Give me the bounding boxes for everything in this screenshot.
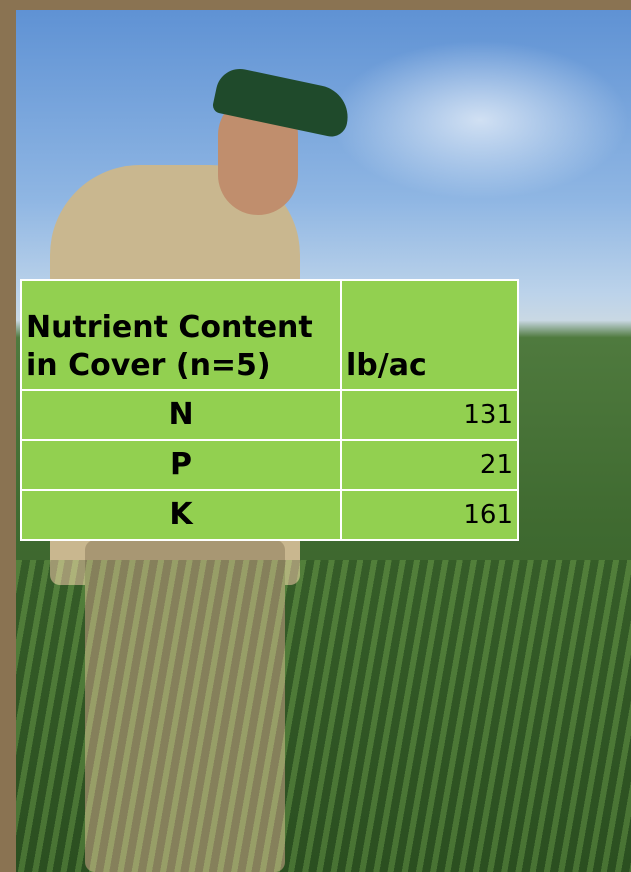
page: Nutrient Content in Cover (n=5) lb/ac N1… bbox=[0, 0, 631, 872]
cloud bbox=[330, 40, 630, 200]
value-cell: 131 bbox=[341, 390, 518, 440]
value-cell: 161 bbox=[341, 490, 518, 540]
value-cell: 21 bbox=[341, 440, 518, 490]
nutrient-cell: P bbox=[21, 440, 341, 490]
header-row: Nutrient Content in Cover (n=5) lb/ac bbox=[21, 280, 518, 390]
nutrient-cell: N bbox=[21, 390, 341, 440]
header-cell: Nutrient Content in Cover (n=5) bbox=[21, 280, 341, 390]
grass bbox=[16, 560, 631, 872]
nutrient-cell: K bbox=[21, 490, 341, 540]
header-cell: lb/ac bbox=[341, 280, 518, 390]
photo-scene: Nutrient Content in Cover (n=5) lb/ac N1… bbox=[0, 0, 631, 872]
